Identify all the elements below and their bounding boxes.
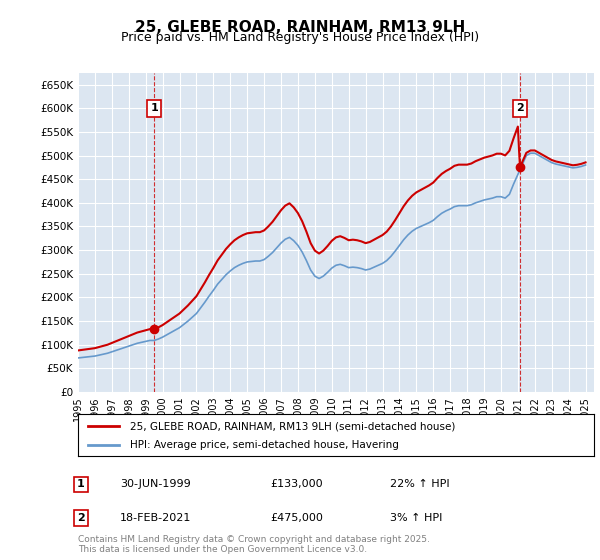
Text: 2: 2 bbox=[77, 513, 85, 523]
Text: 22% ↑ HPI: 22% ↑ HPI bbox=[390, 479, 449, 489]
Text: HPI: Average price, semi-detached house, Havering: HPI: Average price, semi-detached house,… bbox=[130, 440, 398, 450]
Text: Contains HM Land Registry data © Crown copyright and database right 2025.
This d: Contains HM Land Registry data © Crown c… bbox=[78, 535, 430, 554]
Text: 1: 1 bbox=[150, 103, 158, 113]
Text: £133,000: £133,000 bbox=[270, 479, 323, 489]
Text: 30-JUN-1999: 30-JUN-1999 bbox=[120, 479, 191, 489]
Text: Price paid vs. HM Land Registry's House Price Index (HPI): Price paid vs. HM Land Registry's House … bbox=[121, 31, 479, 44]
Text: £475,000: £475,000 bbox=[270, 513, 323, 523]
Text: 25, GLEBE ROAD, RAINHAM, RM13 9LH: 25, GLEBE ROAD, RAINHAM, RM13 9LH bbox=[135, 20, 465, 35]
Text: 2: 2 bbox=[516, 103, 524, 113]
Text: 25, GLEBE ROAD, RAINHAM, RM13 9LH (semi-detached house): 25, GLEBE ROAD, RAINHAM, RM13 9LH (semi-… bbox=[130, 421, 455, 431]
Text: 18-FEB-2021: 18-FEB-2021 bbox=[120, 513, 191, 523]
Text: 1: 1 bbox=[77, 479, 85, 489]
Text: 3% ↑ HPI: 3% ↑ HPI bbox=[390, 513, 442, 523]
